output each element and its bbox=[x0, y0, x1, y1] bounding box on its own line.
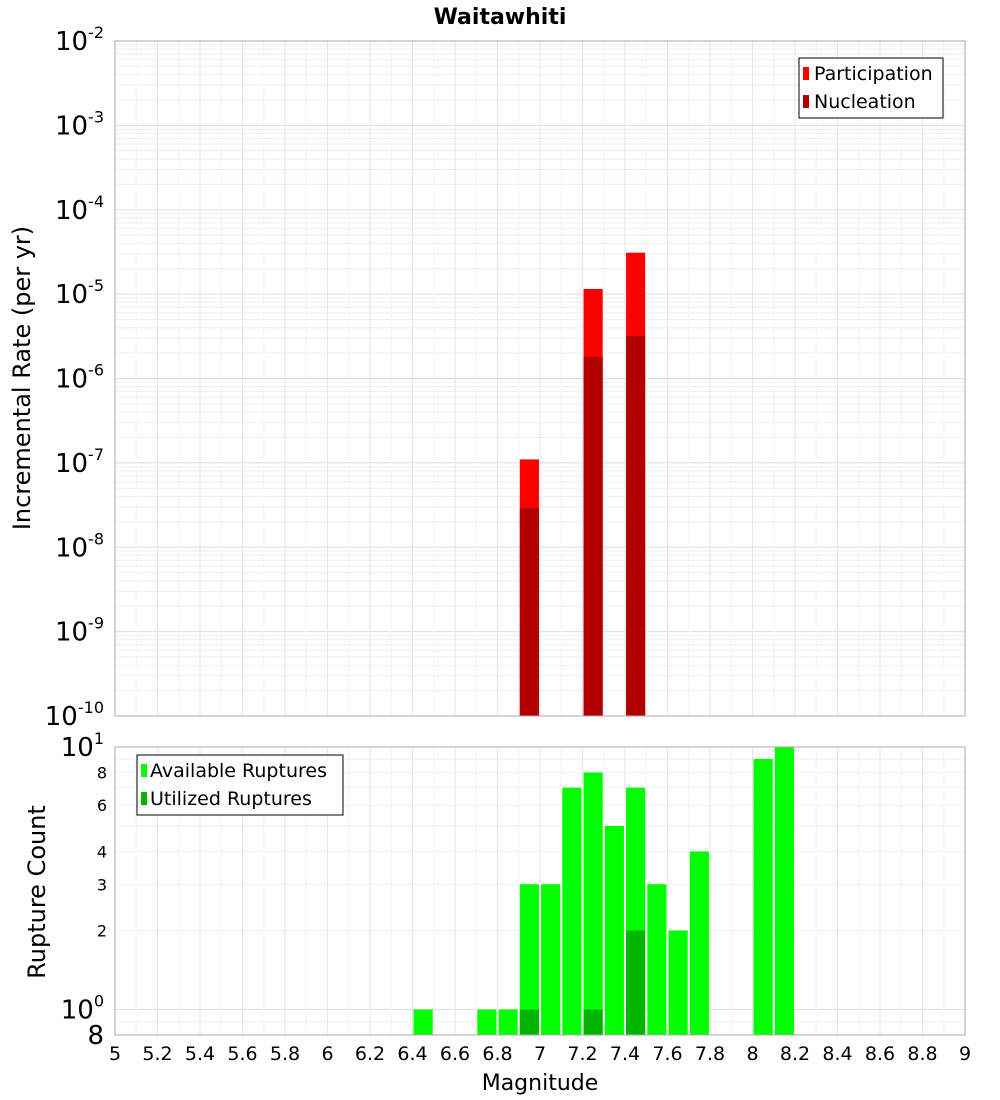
available-ruptures-bar bbox=[753, 759, 773, 1035]
available-ruptures-bar bbox=[604, 826, 624, 1035]
x-tick-label: 5 bbox=[109, 1043, 121, 1065]
x-tick-label: 8.2 bbox=[780, 1043, 810, 1065]
nucleation-bar bbox=[583, 356, 603, 716]
x-tick-label: 8 bbox=[746, 1043, 758, 1065]
x-axis-label: Magnitude bbox=[482, 1071, 599, 1096]
x-tick-label: 5.2 bbox=[142, 1043, 172, 1065]
x-tick-label: 8.6 bbox=[865, 1043, 895, 1065]
top-plot-area: 10-2 10-3 10-4 10-5 10-6 10-7 10-8 10-9 10-10 Par… bbox=[45, 23, 966, 732]
x-tick-label: 9 bbox=[959, 1043, 971, 1065]
available-ruptures-bar bbox=[647, 884, 667, 1035]
utilized-ruptures-bar bbox=[626, 930, 646, 1035]
top-y-axis-label: Incremental Rate (per yr) bbox=[8, 226, 36, 530]
x-tick-label: 8.4 bbox=[822, 1043, 852, 1065]
bottom-y-tick-label: 8 bbox=[97, 763, 107, 782]
top-y-tick-label: 10-9 bbox=[55, 614, 104, 648]
available-ruptures-bar bbox=[477, 1009, 497, 1035]
x-tick-label: 7.8 bbox=[695, 1043, 725, 1065]
x-tick-label: 5.4 bbox=[185, 1043, 215, 1065]
top-y-tick-exponent: -7 bbox=[88, 445, 104, 464]
nucleation-bar bbox=[519, 508, 539, 716]
bottom-legend-box bbox=[136, 754, 344, 816]
available-ruptures-bar bbox=[541, 884, 561, 1035]
x-tick-label: 7 bbox=[534, 1043, 546, 1065]
top-y-tick-label: 10-8 bbox=[55, 529, 104, 563]
legend-label: Nucleation bbox=[814, 91, 916, 113]
bottom-y-axis-label: Rupture Count bbox=[23, 805, 51, 979]
x-tick-label: 6.8 bbox=[482, 1043, 512, 1065]
top-y-tick-exponent: -8 bbox=[88, 529, 104, 548]
x-tick-label: 5.8 bbox=[270, 1043, 300, 1065]
available-ruptures-bar bbox=[519, 884, 539, 1035]
top-legend-box bbox=[798, 57, 944, 119]
bottom-y-tick-label: 101 bbox=[61, 729, 104, 763]
top-y-tick-label: 10-3 bbox=[55, 107, 104, 141]
x-tick-label: 7.4 bbox=[610, 1043, 640, 1065]
top-y-tick-label: 10-5 bbox=[55, 276, 104, 310]
x-tick-label: 8.8 bbox=[907, 1043, 937, 1065]
available-ruptures-bar bbox=[413, 1009, 433, 1035]
x-tick-label: 5.6 bbox=[227, 1043, 257, 1065]
utilized-ruptures-bar bbox=[519, 1009, 539, 1035]
bottom-y-tick-label: 6 bbox=[97, 796, 107, 815]
legend-swatch bbox=[803, 67, 809, 80]
top-y-tick-label: 10-10 bbox=[45, 698, 104, 732]
available-ruptures-bar bbox=[689, 851, 709, 1035]
x-tick-label: 6.2 bbox=[355, 1043, 385, 1065]
bottom-y-tick-exponent: 0 bbox=[94, 992, 104, 1011]
x-tick-label: 7.6 bbox=[652, 1043, 682, 1065]
x-tick-label: 6 bbox=[321, 1043, 333, 1065]
top-y-tick-exponent: -4 bbox=[88, 192, 104, 211]
top-y-tick-label: 10-4 bbox=[55, 192, 104, 226]
bottom-y-tick-label: 8 bbox=[87, 1021, 104, 1051]
legend-label: Available Ruptures bbox=[150, 760, 327, 782]
top-y-tick-exponent: -3 bbox=[88, 107, 104, 126]
legend-swatch bbox=[803, 95, 809, 108]
available-ruptures-bar bbox=[583, 772, 603, 1035]
top-y-tick-exponent: -6 bbox=[88, 361, 104, 380]
legend-swatch bbox=[141, 792, 147, 805]
top-y-tick-label: 10-2 bbox=[55, 23, 104, 57]
available-ruptures-bar bbox=[774, 747, 794, 1035]
bottom-y-tick-label: 2 bbox=[97, 922, 107, 941]
top-y-tick-label: 10-6 bbox=[55, 361, 104, 395]
available-ruptures-bar bbox=[668, 930, 688, 1035]
chart-title: Waitawhiti bbox=[434, 5, 567, 30]
legend-swatch bbox=[141, 764, 147, 777]
x-tick-label: 7.2 bbox=[567, 1043, 597, 1065]
bottom-plot-frame bbox=[114, 746, 966, 1036]
bottom-y-tick-label: 3 bbox=[97, 875, 107, 894]
top-y-tick-exponent: -5 bbox=[88, 276, 104, 295]
available-ruptures-bar bbox=[498, 1009, 518, 1035]
x-tick-label: 6.4 bbox=[397, 1043, 427, 1065]
x-tick-label: 6.6 bbox=[440, 1043, 470, 1065]
utilized-ruptures-bar bbox=[583, 1009, 603, 1035]
bottom-y-tick-exponent: 1 bbox=[94, 729, 104, 748]
legend-label: Utilized Ruptures bbox=[150, 788, 312, 810]
nucleation-bar bbox=[626, 335, 646, 716]
top-y-tick-exponent: -2 bbox=[88, 23, 104, 42]
available-ruptures-bar bbox=[562, 787, 582, 1035]
top-y-tick-exponent: -9 bbox=[88, 614, 104, 633]
bottom-y-tick-label: 4 bbox=[97, 842, 107, 861]
top-y-tick-exponent: -10 bbox=[78, 698, 104, 717]
top-y-tick-label: 10-7 bbox=[55, 445, 104, 479]
legend-label: Participation bbox=[814, 63, 933, 85]
top-plot-frame bbox=[114, 40, 966, 717]
